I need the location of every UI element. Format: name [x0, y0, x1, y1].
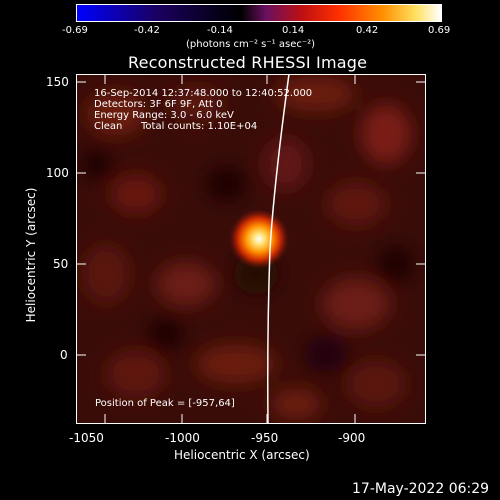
annotation-method: Clean [94, 121, 123, 132]
ytick-50: 50 [53, 257, 69, 271]
footer-timestamp: 17-May-2022 06:29 [352, 481, 490, 497]
colorbar-tick-4: 0.42 [356, 25, 379, 36]
rhessi-image [76, 74, 426, 424]
plot-frame [76, 74, 426, 424]
annotation-counts: Total counts: 1.10E+04 [141, 121, 258, 132]
annotation-peak: Position of Peak = [-957,64] [95, 398, 235, 409]
solar-limb [267, 74, 290, 424]
colorbar-tick-3: 0.14 [282, 25, 305, 36]
colorbar-tick-2: -0.14 [207, 25, 233, 36]
x-axis-title: Heliocentric X (arcsec) [174, 448, 310, 462]
axis-ticks [76, 74, 426, 424]
xtick-950: -950 [251, 431, 279, 445]
ytick-0: 0 [60, 348, 68, 362]
emission-peak [229, 209, 289, 269]
xtick-1000: -1000 [165, 431, 200, 445]
colorbar [76, 4, 442, 22]
ytick-100: 100 [46, 166, 69, 180]
annotation-energy: Energy Range: 3.0 - 6.0 keV [94, 110, 234, 121]
plot-title: Reconstructed RHESSI Image [128, 53, 368, 72]
colorbar-tick-0: -0.69 [62, 25, 88, 36]
ytick-150: 150 [46, 75, 69, 89]
annotation-detectors: Detectors: 3F 6F 9F, Att 0 [94, 99, 223, 110]
colorbar-tick-5: 0.69 [428, 25, 451, 36]
colorbar-units: (photons cm⁻² s⁻¹ asec⁻²) [186, 39, 316, 50]
colorbar-tick-1: -0.42 [134, 25, 160, 36]
xtick-1050: -1050 [69, 431, 104, 445]
xtick-900: -900 [338, 431, 366, 445]
annotation-time-range: 16-Sep-2014 12:37:48.000 to 12:40:52.000 [94, 88, 313, 99]
y-axis-title: Heliocentric Y (arcsec) [24, 187, 38, 323]
ripple-texture [80, 76, 414, 420]
